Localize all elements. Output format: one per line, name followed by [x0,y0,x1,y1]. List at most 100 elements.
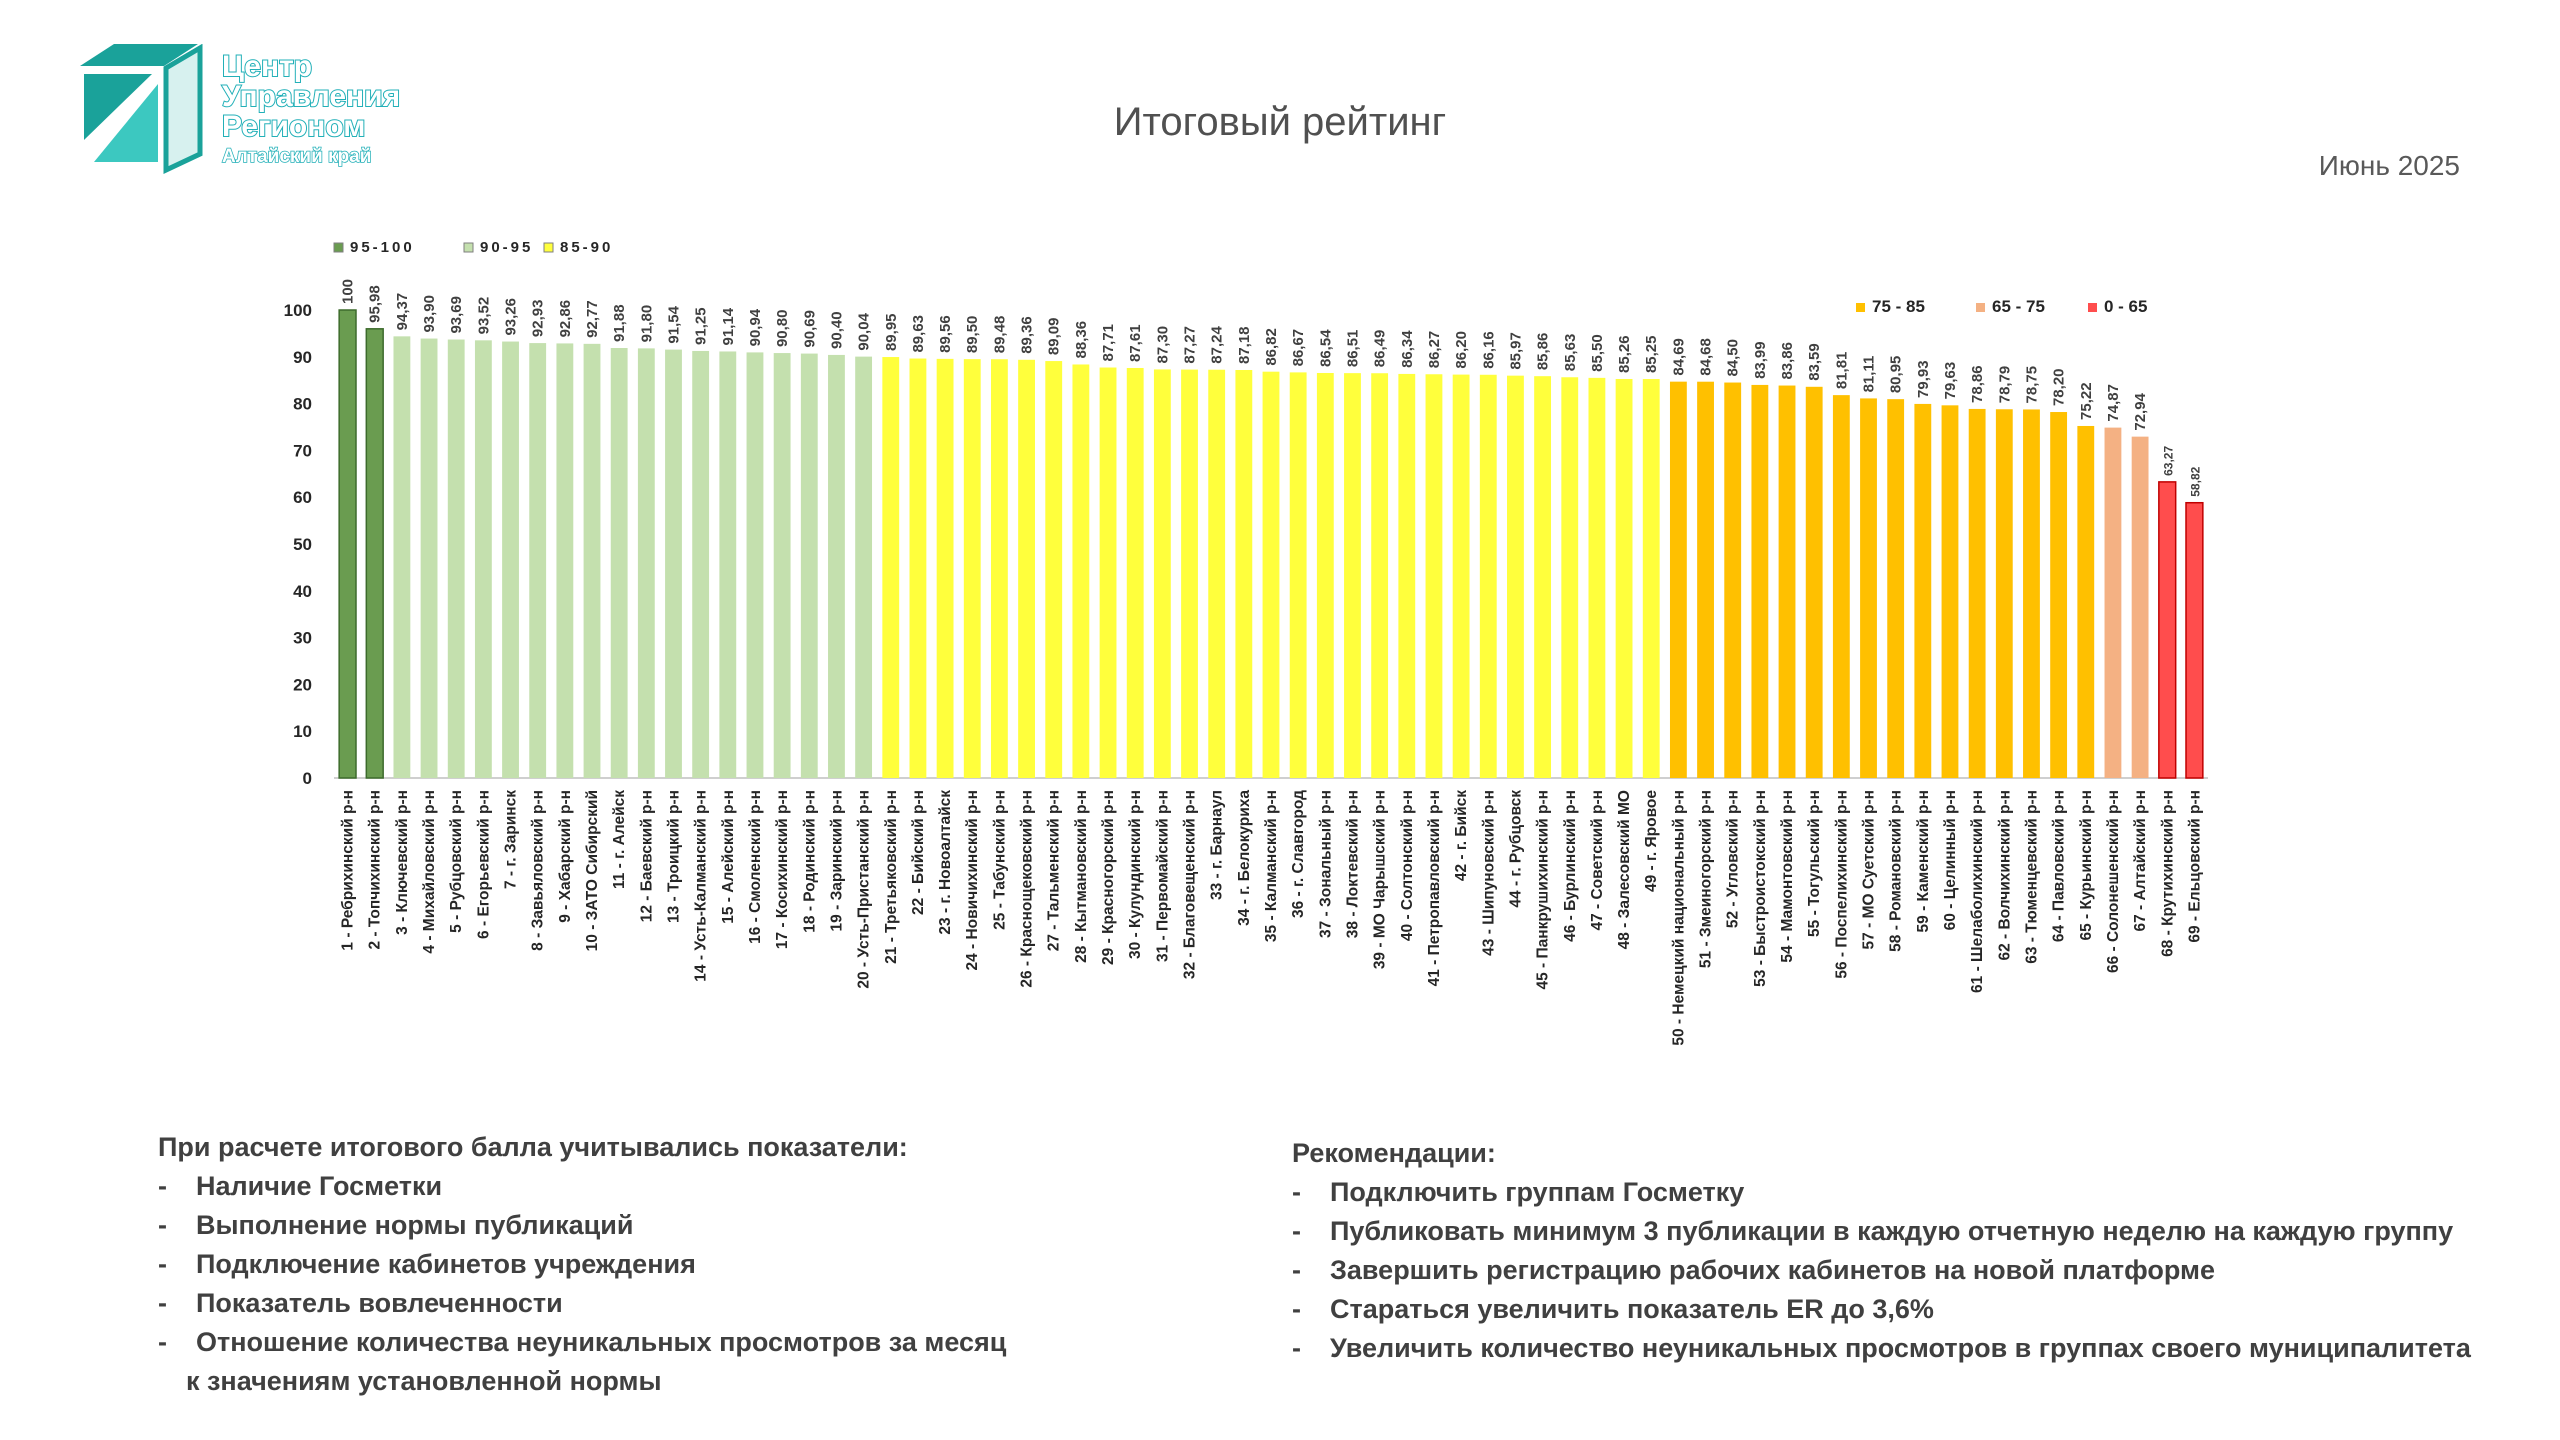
category-label: 55 - Тогульский р-н [1806,790,1823,937]
bar [1615,378,1633,778]
bar [1045,361,1063,778]
category-label: 46 - Бурлинский р-н [1562,790,1579,942]
category-label: 20 - Усть-Пристанский р-н [856,790,873,989]
bar [665,349,682,778]
calc-note-item: - Подключение кабинетов учреждения [158,1249,696,1279]
recommendation-item: - Увеличить количество неуникальных просм… [1292,1333,2471,1363]
category-label: 41 - Петропавловский р-н [1426,790,1443,986]
category-label: 40 - Солтонский р-н [1399,790,1416,941]
y-tick-label: 10 [293,722,312,741]
legend-label: 85-90 [560,239,613,256]
category-label: 67 - Алтайский р-н [2132,790,2149,932]
bar [610,348,628,778]
category-label: 27 - Тальменский р-н [1046,790,1063,951]
bar [1751,384,1769,778]
logo-line-2: Управления [221,80,401,113]
y-tick-label: 0 [303,769,312,788]
category-label: 49 - г. Яровое [1643,790,1660,892]
bar [1208,369,1226,778]
bar [719,351,737,778]
category-label: 15 - Алейский р-н [720,790,737,924]
category-label: 62 - Волчихинский р-н [1996,790,2013,961]
value-label: 89,48 [991,316,1008,354]
value-label: 92,77 [584,300,601,338]
value-label: 95,98 [367,285,384,323]
recommendations: Рекомендации: - Подключить группам Госмет… [1292,1134,2542,1368]
category-label: 30 - Кулундинский р-н [1127,790,1144,959]
value-label: 87,18 [1236,326,1253,364]
value-label: 86,16 [1480,331,1497,369]
value-label: 87,27 [1182,326,1199,364]
bar [1262,371,1280,778]
value-label: 63,27 [2161,446,2175,476]
bar [1941,405,1959,778]
value-label: 93,52 [475,297,492,335]
bar [2077,425,2095,778]
bar [1778,385,1796,778]
value-label: 79,93 [1915,360,1932,398]
recommendation-item: - Стараться увеличить показатель ER до 3,… [1292,1294,1934,1324]
value-label: 81,11 [1861,356,1878,393]
category-label: 5 - Рубцовский р-н [448,790,465,933]
bar [1398,373,1416,778]
bar [1561,377,1579,778]
y-tick-label: 70 [293,441,312,460]
bar [1452,374,1470,778]
category-label: 7 - г. Заринск [503,790,520,889]
bar [1887,399,1905,778]
value-label: 85,25 [1643,335,1660,373]
bar [338,309,357,779]
y-tick-label: 60 [293,488,312,507]
value-label: 87,24 [1209,326,1226,364]
category-label: 59 - Каменский р-н [1915,790,1932,932]
value-label: 86,67 [1290,329,1307,367]
category-label: 57 - МО Суетский р-н [1861,790,1878,949]
category-label: 63 - Тюменцевский р-н [2023,790,2040,964]
category-label: 21 - Третьяковский р-н [883,790,900,964]
bar [1995,409,2013,778]
category-label: 52 - Угловский р-н [1725,790,1742,928]
category-label: 42 - г. Бийск [1453,790,1470,881]
bar [692,350,710,778]
category-label: 8 - Завьяловский р-н [530,790,547,951]
bar [393,336,411,778]
bar [909,358,927,778]
recommendations-heading: Рекомендации: [1292,1138,1496,1168]
legend-swatch [333,242,344,253]
bar [1371,373,1389,778]
value-label: 90,80 [774,310,791,348]
bar [556,343,574,778]
bar [936,358,954,778]
value-label: 81,81 [1833,352,1850,390]
bar [2023,409,2040,778]
logo-text: Центр Управления Регионом Алтайский край [221,51,401,168]
value-label: 78,86 [1969,365,1986,403]
category-label: 31 - Первомайский р-н [1154,790,1171,962]
category-label: 12 - Баевский р-н [638,790,655,922]
category-label: 53 - Быстроистокский р-н [1752,790,1769,987]
bar [1860,398,1877,778]
logo-left-light-shape [94,84,158,162]
value-label: 84,50 [1725,339,1742,377]
legend-label: 0 - 65 [2104,297,2147,316]
category-label: 1 - Ребрихинский р-н [340,790,357,951]
logo-subtitle: Алтайский край [221,145,372,168]
category-label: 18 - Родинский р-н [801,790,818,933]
value-label: 83,86 [1779,342,1796,380]
value-label: 87,71 [1100,324,1117,362]
bar [1153,369,1171,778]
category-label: 64 - Павловский р-н [2051,790,2068,942]
rating-bar-chart: 95-100 90-95 85-90 75 - 85 65 - 75 0 - 65 0 10… [284,239,2208,1046]
category-label: 69 - Ельцовский р-н [2186,790,2203,943]
bar [882,357,900,778]
logo-left-shape [84,74,152,140]
value-label: 93,90 [421,295,438,333]
value-label: 78,20 [2051,368,2068,406]
category-label: 23 - г. Новоалтайск [937,790,954,935]
bar [529,343,547,778]
bar [420,338,438,778]
bar [583,343,601,778]
value-label: 84,68 [1698,338,1715,376]
bar [2131,436,2149,778]
value-label: 83,99 [1752,341,1769,379]
